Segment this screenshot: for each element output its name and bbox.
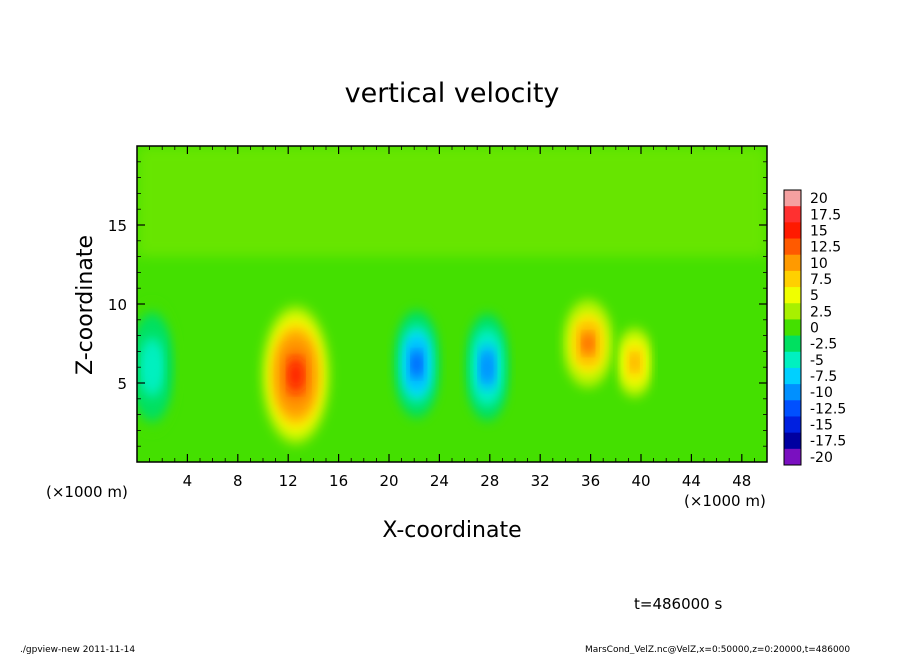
x-tick-label: 32 [531,472,550,490]
y-tick-label: 5 [117,375,127,393]
contour-level [147,353,158,382]
colorbar-label: -10 [810,385,833,401]
colorbar-swatch [784,335,801,353]
x-tick-label: 48 [732,472,751,490]
y-tick-label: 10 [108,296,127,314]
velocity-feature-6 [137,304,175,431]
x-tick-label: 40 [631,472,650,490]
colorbar-swatch [784,190,801,207]
colorbar-swatch [784,448,801,466]
colorbar-label: -7.5 [810,369,837,385]
chart-title: vertical velocity [345,78,560,109]
footer-right: MarsCond_VelZ.nc@VelZ,x=0:50000,z=0:2000… [585,645,850,654]
contour-level [412,352,422,376]
colorbar-swatch [784,287,801,304]
colorbar-swatch [784,270,801,288]
colorbar-swatch [784,319,801,337]
colorbar-label: 17.5 [810,207,841,223]
colorbar-label: 7.5 [810,272,832,288]
y-axis-ticks: 5 10 15 [108,161,767,447]
colorbar-swatch [784,303,801,320]
contour-level [631,354,639,371]
x-tick-label: 20 [379,472,398,490]
velocity-feature-5 [618,327,652,398]
colorbar-label: 12.5 [810,240,841,256]
x-tick-label: 12 [279,472,298,490]
x-tick-label: 24 [430,472,449,490]
y-tick-label: 15 [108,217,127,235]
colorbar-label: -12.5 [810,401,846,417]
colorbar-swatch [784,367,801,385]
velocity-feature-4 [564,299,612,388]
x-unit-left: (×1000 m) [46,483,128,501]
x-tick-label: 16 [329,472,348,490]
colorbar-swatch [784,222,801,240]
x-tick-label: 28 [480,472,499,490]
velocity-feature-1 [262,305,329,445]
colorbar-label: -5 [810,353,824,369]
colorbar-label: -15 [810,418,833,434]
colorbar-label: -2.5 [810,337,837,353]
x-tick-label: 4 [183,472,193,490]
colorbar-swatch [784,351,801,369]
contour-level [288,359,303,391]
contour-level [582,333,594,354]
field-upper-band [137,146,767,257]
colorbar-swatch [784,206,801,223]
contour-level [482,355,492,380]
colorbar-label: -20 [810,450,833,466]
x-tick-label: 8 [233,472,243,490]
x-axis-label: X-coordinate [382,518,521,543]
x-unit-right: (×1000 m) [684,492,766,510]
colorbar-frame [783,189,802,466]
colorbar-label: 20 [810,191,828,207]
colorbar-swatch [784,238,801,256]
plot-area [137,146,767,462]
velocity-feature-2 [395,310,439,418]
colorbar-swatch [784,416,801,434]
colorbar-label: 5 [810,288,819,304]
colorbar-swatch [784,400,801,417]
colorbar-swatch [784,254,801,272]
time-label: t=486000 s [634,595,722,613]
colorbar-label: 0 [810,321,819,337]
colorbar-label: 2.5 [810,304,832,320]
x-tick-label: 44 [682,472,701,490]
colorbar: 2017.51512.5107.552.50-2.5-5-7.5-10-12.5… [783,189,846,466]
colorbar-swatch [784,432,801,450]
colorbar-label: 10 [810,256,828,272]
x-tick-label: 36 [581,472,600,490]
footer-left: ./gpview-new 2011-11-14 [20,645,135,654]
y-axis-label: Z-coordinate [73,235,98,375]
colorbar-label: 15 [810,223,828,239]
colorbar-swatch [784,384,801,401]
x-axis-ticks: 4 8 12 16 20 24 28 32 36 40 44 48 [149,146,755,490]
colorbar-label: -17.5 [810,434,846,450]
velocity-feature-3 [467,313,508,421]
